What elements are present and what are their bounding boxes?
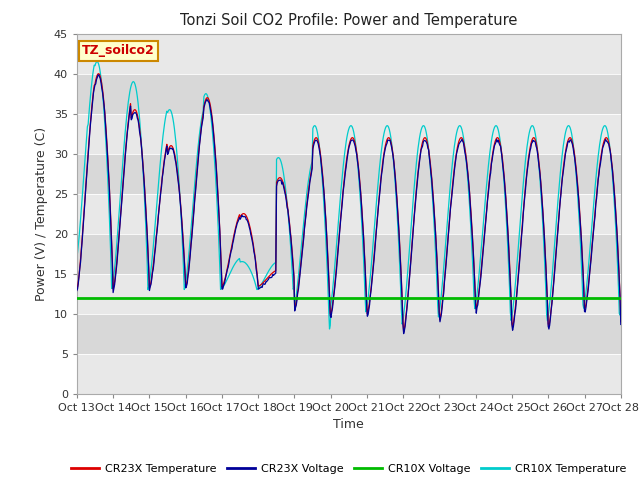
Bar bbox=[77, 154, 621, 193]
Bar bbox=[77, 114, 621, 154]
Bar bbox=[77, 34, 621, 73]
Bar bbox=[77, 354, 621, 394]
Bar bbox=[77, 313, 621, 354]
Bar bbox=[77, 73, 621, 114]
Bar bbox=[77, 234, 621, 274]
Bar bbox=[77, 193, 621, 234]
Text: TZ_soilco2: TZ_soilco2 bbox=[82, 44, 155, 58]
Title: Tonzi Soil CO2 Profile: Power and Temperature: Tonzi Soil CO2 Profile: Power and Temper… bbox=[180, 13, 518, 28]
Y-axis label: Power (V) / Temperature (C): Power (V) / Temperature (C) bbox=[35, 127, 48, 300]
Legend: CR23X Temperature, CR23X Voltage, CR10X Voltage, CR10X Temperature: CR23X Temperature, CR23X Voltage, CR10X … bbox=[67, 459, 630, 478]
X-axis label: Time: Time bbox=[333, 418, 364, 431]
Bar bbox=[77, 274, 621, 313]
